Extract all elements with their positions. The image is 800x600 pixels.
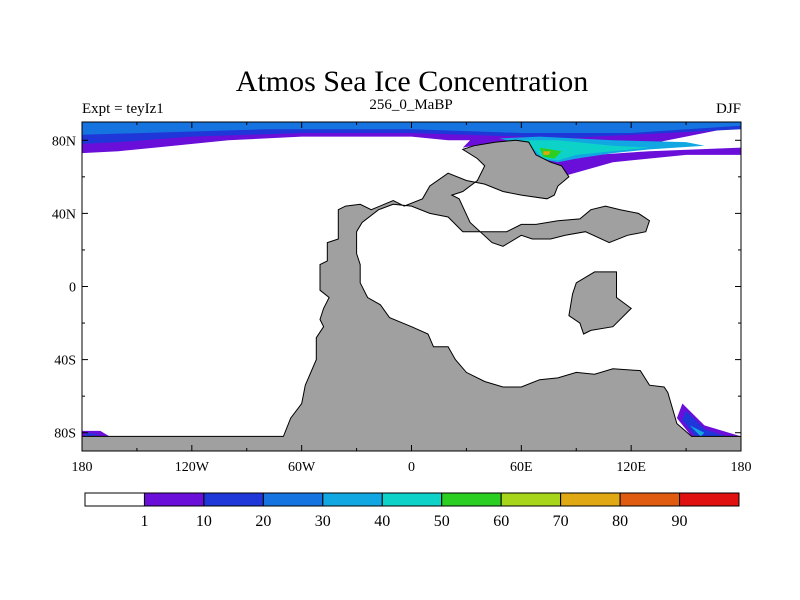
colorbar-swatch bbox=[84, 492, 145, 507]
sea-ice-region bbox=[682, 410, 727, 437]
colorbar-label: 50 bbox=[434, 513, 450, 530]
land-layer bbox=[82, 139, 741, 451]
land-mass bbox=[568, 271, 632, 335]
x-tick-label: 60E bbox=[510, 460, 533, 475]
sea-ice-region bbox=[85, 432, 101, 437]
colorbar-label: 60 bbox=[493, 513, 509, 530]
colorbar-label: 40 bbox=[374, 513, 390, 530]
axis-ticks: 180 120W 60W 0 60E 120E 180 80N 40N 0 40S 80S bbox=[52, 122, 752, 475]
colorbar-label: 1 bbox=[141, 513, 149, 530]
colorbar-swatch bbox=[381, 492, 443, 507]
colorbar-label: 10 bbox=[196, 513, 212, 530]
colorbar-swatch bbox=[262, 492, 324, 507]
colorbar-swatch bbox=[143, 492, 205, 507]
colorbar-label: 30 bbox=[315, 513, 331, 530]
colorbar-swatch bbox=[203, 492, 264, 507]
colorbar-label: 20 bbox=[255, 513, 271, 530]
x-tick-label: 120E bbox=[616, 460, 646, 475]
x-tick-label: 60W bbox=[288, 460, 316, 475]
x-tick-label: 120W bbox=[175, 460, 210, 475]
experiment-label: Expt = teyIz1 bbox=[82, 101, 164, 117]
chart-title: Atmos Sea Ice Concentration bbox=[236, 65, 588, 98]
sea-ice-region bbox=[689, 425, 705, 437]
colorbar-swatch bbox=[679, 492, 740, 507]
sea-ice-region bbox=[543, 151, 551, 155]
y-tick-label: 40N bbox=[52, 207, 76, 222]
colorbar-swatch bbox=[500, 492, 562, 507]
map-plot-area: 180 120W 60W 0 60E 120E 180 80N 40N 0 40S 80S bbox=[52, 121, 752, 475]
y-tick-label: 80N bbox=[52, 134, 76, 149]
y-tick-label: 80S bbox=[54, 427, 76, 442]
y-tick-label: 0 bbox=[69, 281, 76, 296]
colorbar: 1 10 20 30 40 50 60 70 80 90 bbox=[84, 492, 740, 530]
colorbar-label: 90 bbox=[672, 513, 688, 530]
sea-ice-region bbox=[82, 122, 741, 135]
colorbar-swatch bbox=[619, 492, 681, 507]
colorbar-label: 70 bbox=[553, 513, 569, 530]
colorbar-label: 80 bbox=[612, 513, 628, 530]
season-label: DJF bbox=[716, 101, 741, 117]
colorbar-swatch bbox=[441, 492, 502, 507]
x-tick-label: 0 bbox=[408, 460, 415, 475]
sea-ice-region bbox=[539, 147, 562, 159]
time-label: 256_0_MaBP bbox=[369, 97, 452, 113]
land-mass bbox=[82, 139, 741, 451]
x-tick-label: 180 bbox=[72, 460, 93, 475]
y-tick-label: 40S bbox=[54, 354, 76, 369]
x-tick-label: 180 bbox=[731, 460, 752, 475]
colorbar-swatch bbox=[322, 492, 383, 507]
colorbar-swatch bbox=[560, 492, 621, 507]
